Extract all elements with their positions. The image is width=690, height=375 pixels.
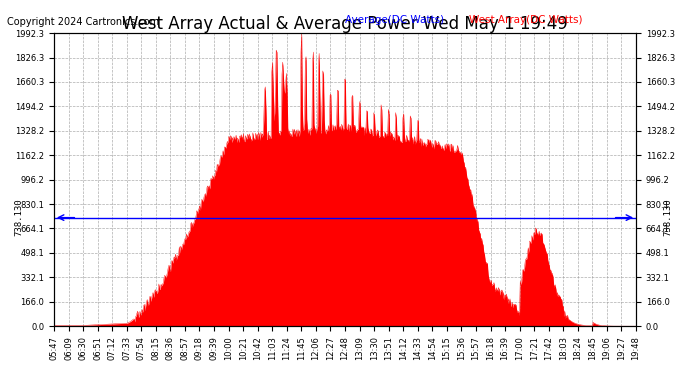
Text: Copyright 2024 Cartronics.com: Copyright 2024 Cartronics.com (7, 17, 159, 27)
Title: West Array Actual & Average Power Wed May 1 19:49: West Array Actual & Average Power Wed Ma… (122, 15, 568, 33)
Text: 738.130: 738.130 (664, 199, 673, 236)
Text: 738.130: 738.130 (14, 199, 23, 236)
Text: West Array(DC Watts): West Array(DC Watts) (469, 15, 582, 25)
Text: Average(DC Watts): Average(DC Watts) (345, 15, 444, 25)
